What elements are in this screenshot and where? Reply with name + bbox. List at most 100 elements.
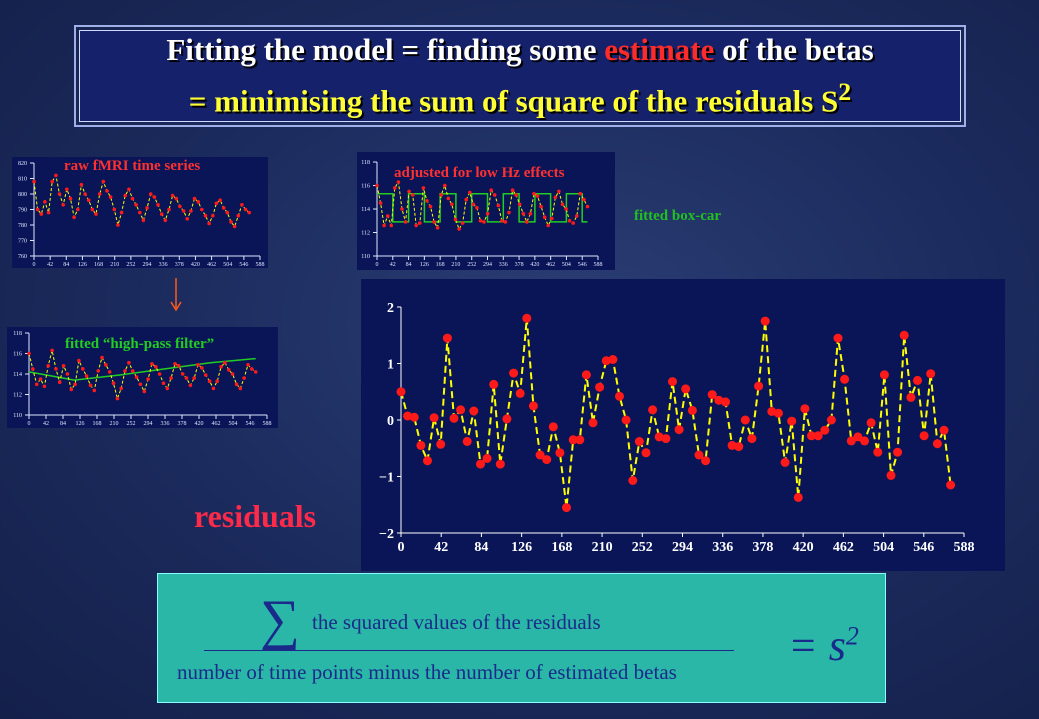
x-tick-label: 168 (94, 262, 103, 268)
data-point (127, 360, 131, 365)
formula-equals-sup: 2 (845, 621, 859, 651)
x-tick-label: 0 (398, 540, 405, 555)
data-point (200, 366, 204, 370)
data-point (906, 392, 916, 402)
title-line-2: = minimising the sum of square of the re… (189, 71, 851, 122)
data-point (161, 381, 166, 385)
title-line2-sup: 2 (838, 77, 852, 107)
y-tick-label: 810 (18, 177, 27, 183)
data-point (846, 436, 856, 446)
data-point (840, 374, 850, 384)
title-line1-part2: of the betas (714, 32, 874, 68)
data-point (50, 179, 54, 184)
y-tick-label: 1 (387, 357, 394, 372)
y-tick-label: 118 (13, 331, 22, 337)
data-point (32, 179, 36, 184)
data-point (76, 207, 80, 212)
x-tick-label: 504 (562, 262, 571, 268)
data-point (450, 202, 454, 207)
x-tick-label: 420 (793, 540, 814, 555)
data-point (389, 223, 394, 228)
data-point (468, 190, 472, 195)
data-point (84, 374, 89, 378)
data-point (112, 207, 117, 212)
formula-numerator: the squared values of the residuals (312, 610, 601, 634)
data-point (68, 196, 73, 201)
data-point (571, 221, 575, 225)
data-point (760, 316, 770, 326)
highpass-label: fitted “high-pass filter” (65, 336, 215, 352)
boxcar-line (377, 192, 588, 223)
x-tick-label: 420 (530, 262, 539, 268)
data-point (879, 370, 889, 380)
y-tick-label: −1 (379, 470, 394, 485)
data-point (410, 193, 415, 197)
y-tick-label: 0 (387, 414, 394, 429)
data-point (39, 212, 44, 216)
data-point (457, 227, 461, 231)
data-point (90, 207, 95, 212)
data-point (913, 375, 922, 385)
x-tick-label: 504 (223, 262, 232, 268)
data-point (88, 383, 93, 388)
data-point (436, 439, 446, 449)
fraction-line (204, 650, 734, 651)
data-point (575, 435, 585, 445)
formula-box: ∑ the squared values of the residuals nu… (157, 573, 886, 703)
data-point (46, 210, 51, 215)
data-point (853, 432, 863, 442)
data-point (793, 492, 803, 502)
x-tick-label: 294 (144, 421, 153, 427)
y-tick-label: 110 (361, 254, 370, 260)
y-tick-label: 116 (13, 352, 22, 358)
data-point (460, 221, 465, 225)
title-inner: Fitting the model = finding some estimat… (79, 30, 961, 122)
residuals-panel: −2 −1 0 1 2 0 42 84 126 168 210 252 294 336 378 420 462 5… (361, 279, 1005, 571)
data-point (525, 220, 529, 224)
data-point (219, 365, 223, 369)
data-point (416, 440, 426, 450)
data-point (453, 217, 458, 222)
data-point (57, 380, 62, 384)
series-line (28, 350, 257, 401)
data-point (496, 203, 501, 208)
data-point (65, 187, 69, 192)
fitted-boxcar-label: fitted box-car (634, 208, 722, 224)
data-point (464, 197, 468, 202)
data-point (833, 333, 843, 343)
data-point (396, 180, 401, 184)
data-point (429, 413, 439, 423)
data-point (641, 448, 651, 458)
data-point (229, 220, 233, 224)
y-tick-label: 118 (361, 160, 370, 166)
data-point (478, 219, 483, 223)
x-tick-label: 462 (546, 262, 555, 268)
data-point (192, 376, 196, 380)
data-point (203, 213, 208, 218)
x-tick-label: 0 (33, 262, 36, 268)
data-point (820, 425, 830, 435)
data-point (553, 195, 558, 200)
x-tick-label: 294 (143, 262, 152, 268)
data-point (211, 386, 216, 391)
data-point (111, 381, 116, 385)
data-point (701, 456, 711, 466)
x-tick-label: 378 (515, 262, 524, 268)
data-point (500, 219, 504, 223)
data-point (184, 376, 189, 380)
data-point (46, 364, 50, 368)
x-tick-label: 168 (93, 421, 102, 427)
x-tick-label: 378 (178, 421, 187, 427)
data-point (826, 415, 836, 425)
data-point (243, 207, 248, 212)
x-tick-label: 84 (60, 421, 66, 427)
data-point (893, 447, 903, 457)
data-point (443, 183, 447, 188)
x-tick-label: 126 (76, 421, 85, 427)
data-point (104, 363, 108, 367)
data-point (621, 415, 631, 425)
data-point (528, 401, 538, 411)
data-point (495, 459, 505, 469)
data-point (442, 333, 452, 343)
data-point (469, 406, 479, 416)
